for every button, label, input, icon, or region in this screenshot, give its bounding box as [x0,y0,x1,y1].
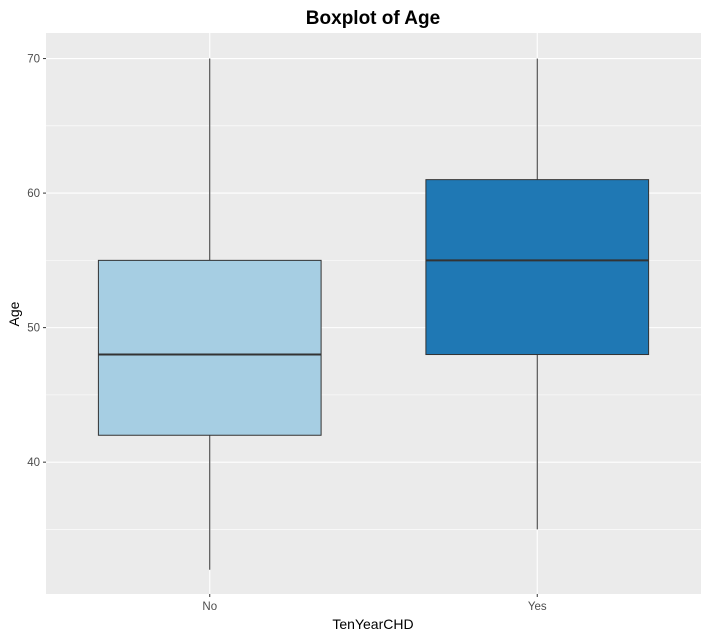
box-yes [425,58,650,530]
x-tick-label: No [202,601,217,613]
y-axis-title: Age [6,301,22,326]
chart-title: Boxplot of Age [306,8,440,29]
y-tick-label: 60 [27,188,40,200]
y-tick-label: 70 [27,54,40,66]
box-no [97,58,322,570]
x-tick-label: Yes [528,601,547,613]
y-axis: 40 50 60 70 [27,54,46,469]
x-axis-title: TenYearCHD [332,616,413,632]
box-iqr [97,259,322,436]
box-series [97,58,650,570]
y-tick-label: 50 [27,323,40,335]
x-axis: No Yes [202,594,547,613]
box-iqr [425,179,650,356]
y-tick-label: 40 [27,457,40,469]
